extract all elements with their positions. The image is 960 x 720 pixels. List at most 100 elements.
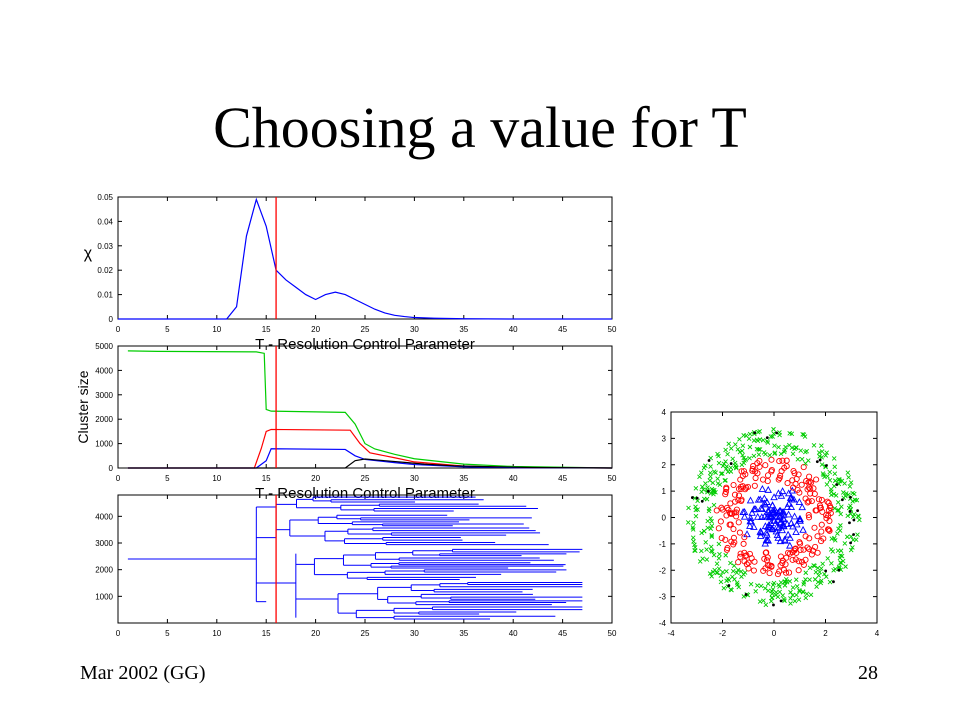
scatter-point: [831, 535, 837, 541]
scatter-point: [789, 556, 796, 563]
scatter-point: [777, 553, 784, 560]
scatter-point: [735, 447, 741, 452]
plot-frame: [117, 196, 613, 320]
scatter-point: [727, 521, 734, 528]
scatter-point: [743, 457, 749, 462]
scatter-point: [827, 579, 833, 585]
scatter-point: [848, 510, 852, 513]
scatter-point: [779, 457, 786, 464]
scatter-point: [760, 437, 766, 443]
scatter-point: [726, 577, 732, 583]
scatter-point: [707, 489, 710, 493]
scatter-point: [736, 584, 742, 590]
x-tick-label: 50: [608, 325, 617, 334]
chart-panel-3: 0 5 10 15 20 25 30 35 40 45 50 1000 2000 3000 4000: [95, 494, 617, 638]
scatter-point: [825, 499, 832, 506]
scatter-point: [790, 585, 796, 590]
scatter-point: [786, 569, 793, 576]
scatter-point: [763, 530, 771, 538]
scatter-point: [811, 524, 818, 531]
scatter-point: [855, 532, 860, 537]
scatter-point: [818, 496, 825, 503]
scatter-point: [768, 434, 774, 439]
scatter-point: [715, 451, 720, 457]
scatter-point: [831, 456, 837, 461]
scatter-point: [761, 598, 766, 604]
y-tick-label: 3: [662, 434, 667, 443]
scatter-point: [777, 562, 784, 569]
x-tick-label: 5: [165, 325, 170, 334]
scatter-point: [692, 548, 698, 554]
scatter-point: [786, 533, 794, 541]
scatter-point: [716, 566, 722, 572]
scatter-point: [756, 531, 765, 539]
scatter-point: [746, 496, 755, 504]
x-tick-label: 20: [311, 474, 320, 483]
scatter-point: [708, 544, 714, 550]
scatter-point: [801, 432, 807, 437]
scatter-point: [811, 490, 818, 497]
scatter-point: [764, 485, 772, 493]
scatter-point: [819, 454, 825, 460]
scatter-point: [808, 592, 814, 598]
y-tick-label: 2: [662, 461, 667, 470]
scatter-point: [708, 548, 714, 554]
scatter-point: [799, 456, 805, 462]
scatter-point: [745, 565, 752, 572]
scatter-point: [815, 579, 821, 585]
scatter-point: [831, 491, 837, 497]
scatter-point: [805, 484, 813, 491]
scatter-point: [751, 438, 757, 443]
scatter-point: [767, 524, 776, 532]
scatter-point: [783, 554, 790, 561]
scatter-point: [723, 484, 730, 491]
scatter-point: [803, 570, 809, 576]
scatter-point: [691, 539, 696, 544]
scatter-point: [821, 472, 826, 478]
scatter-point: [718, 535, 725, 542]
scatter-point: [707, 571, 713, 576]
scatter-point: [691, 520, 696, 526]
scatter-point: [792, 598, 798, 604]
scatter-point: [728, 587, 734, 592]
scatter-point: [724, 464, 729, 469]
scatter-point: [699, 489, 704, 495]
scatter-point: [728, 560, 733, 566]
scatter-point: [840, 498, 844, 502]
scatter-point: [819, 443, 824, 449]
scatter-point: [746, 522, 754, 529]
y-tick-label: 0: [109, 464, 114, 473]
scatter-point: [782, 561, 789, 568]
scatter-point: [818, 538, 825, 545]
x-tick-label: 5: [165, 474, 170, 483]
scatter-point: [837, 568, 841, 572]
scatter-point: [739, 508, 747, 515]
scatter-point: [765, 436, 769, 440]
scatter-point: [828, 487, 834, 492]
scatter-point: [777, 589, 783, 595]
scatter-point: [817, 569, 822, 575]
scatter-point: [798, 481, 805, 488]
scatter-point: [776, 474, 783, 482]
scatter-point: [732, 498, 739, 505]
scatter-point: [737, 437, 742, 442]
scatter-point: [709, 573, 715, 579]
scatter-point: [798, 558, 806, 565]
scatter-point: [805, 514, 813, 521]
x-tick-label: 45: [558, 629, 567, 638]
scatter-point: [710, 488, 716, 493]
scatter-point: [824, 526, 832, 533]
scatter-point: [819, 462, 825, 467]
scatter-point: [746, 514, 755, 522]
scatter-point: [692, 542, 697, 548]
scatter-point: [768, 562, 775, 570]
x-tick-label: 30: [410, 474, 419, 483]
x-axis-label: T - Resolution Control Parameter: [255, 485, 475, 502]
scatter-point: [727, 584, 731, 587]
x-tick-label: 0: [116, 629, 121, 638]
scatter-point: [691, 496, 694, 499]
scatter-point: [731, 539, 738, 546]
scatter-point: [753, 512, 762, 520]
y-tick-label: 0: [662, 514, 667, 523]
scatter-point: [812, 507, 819, 514]
